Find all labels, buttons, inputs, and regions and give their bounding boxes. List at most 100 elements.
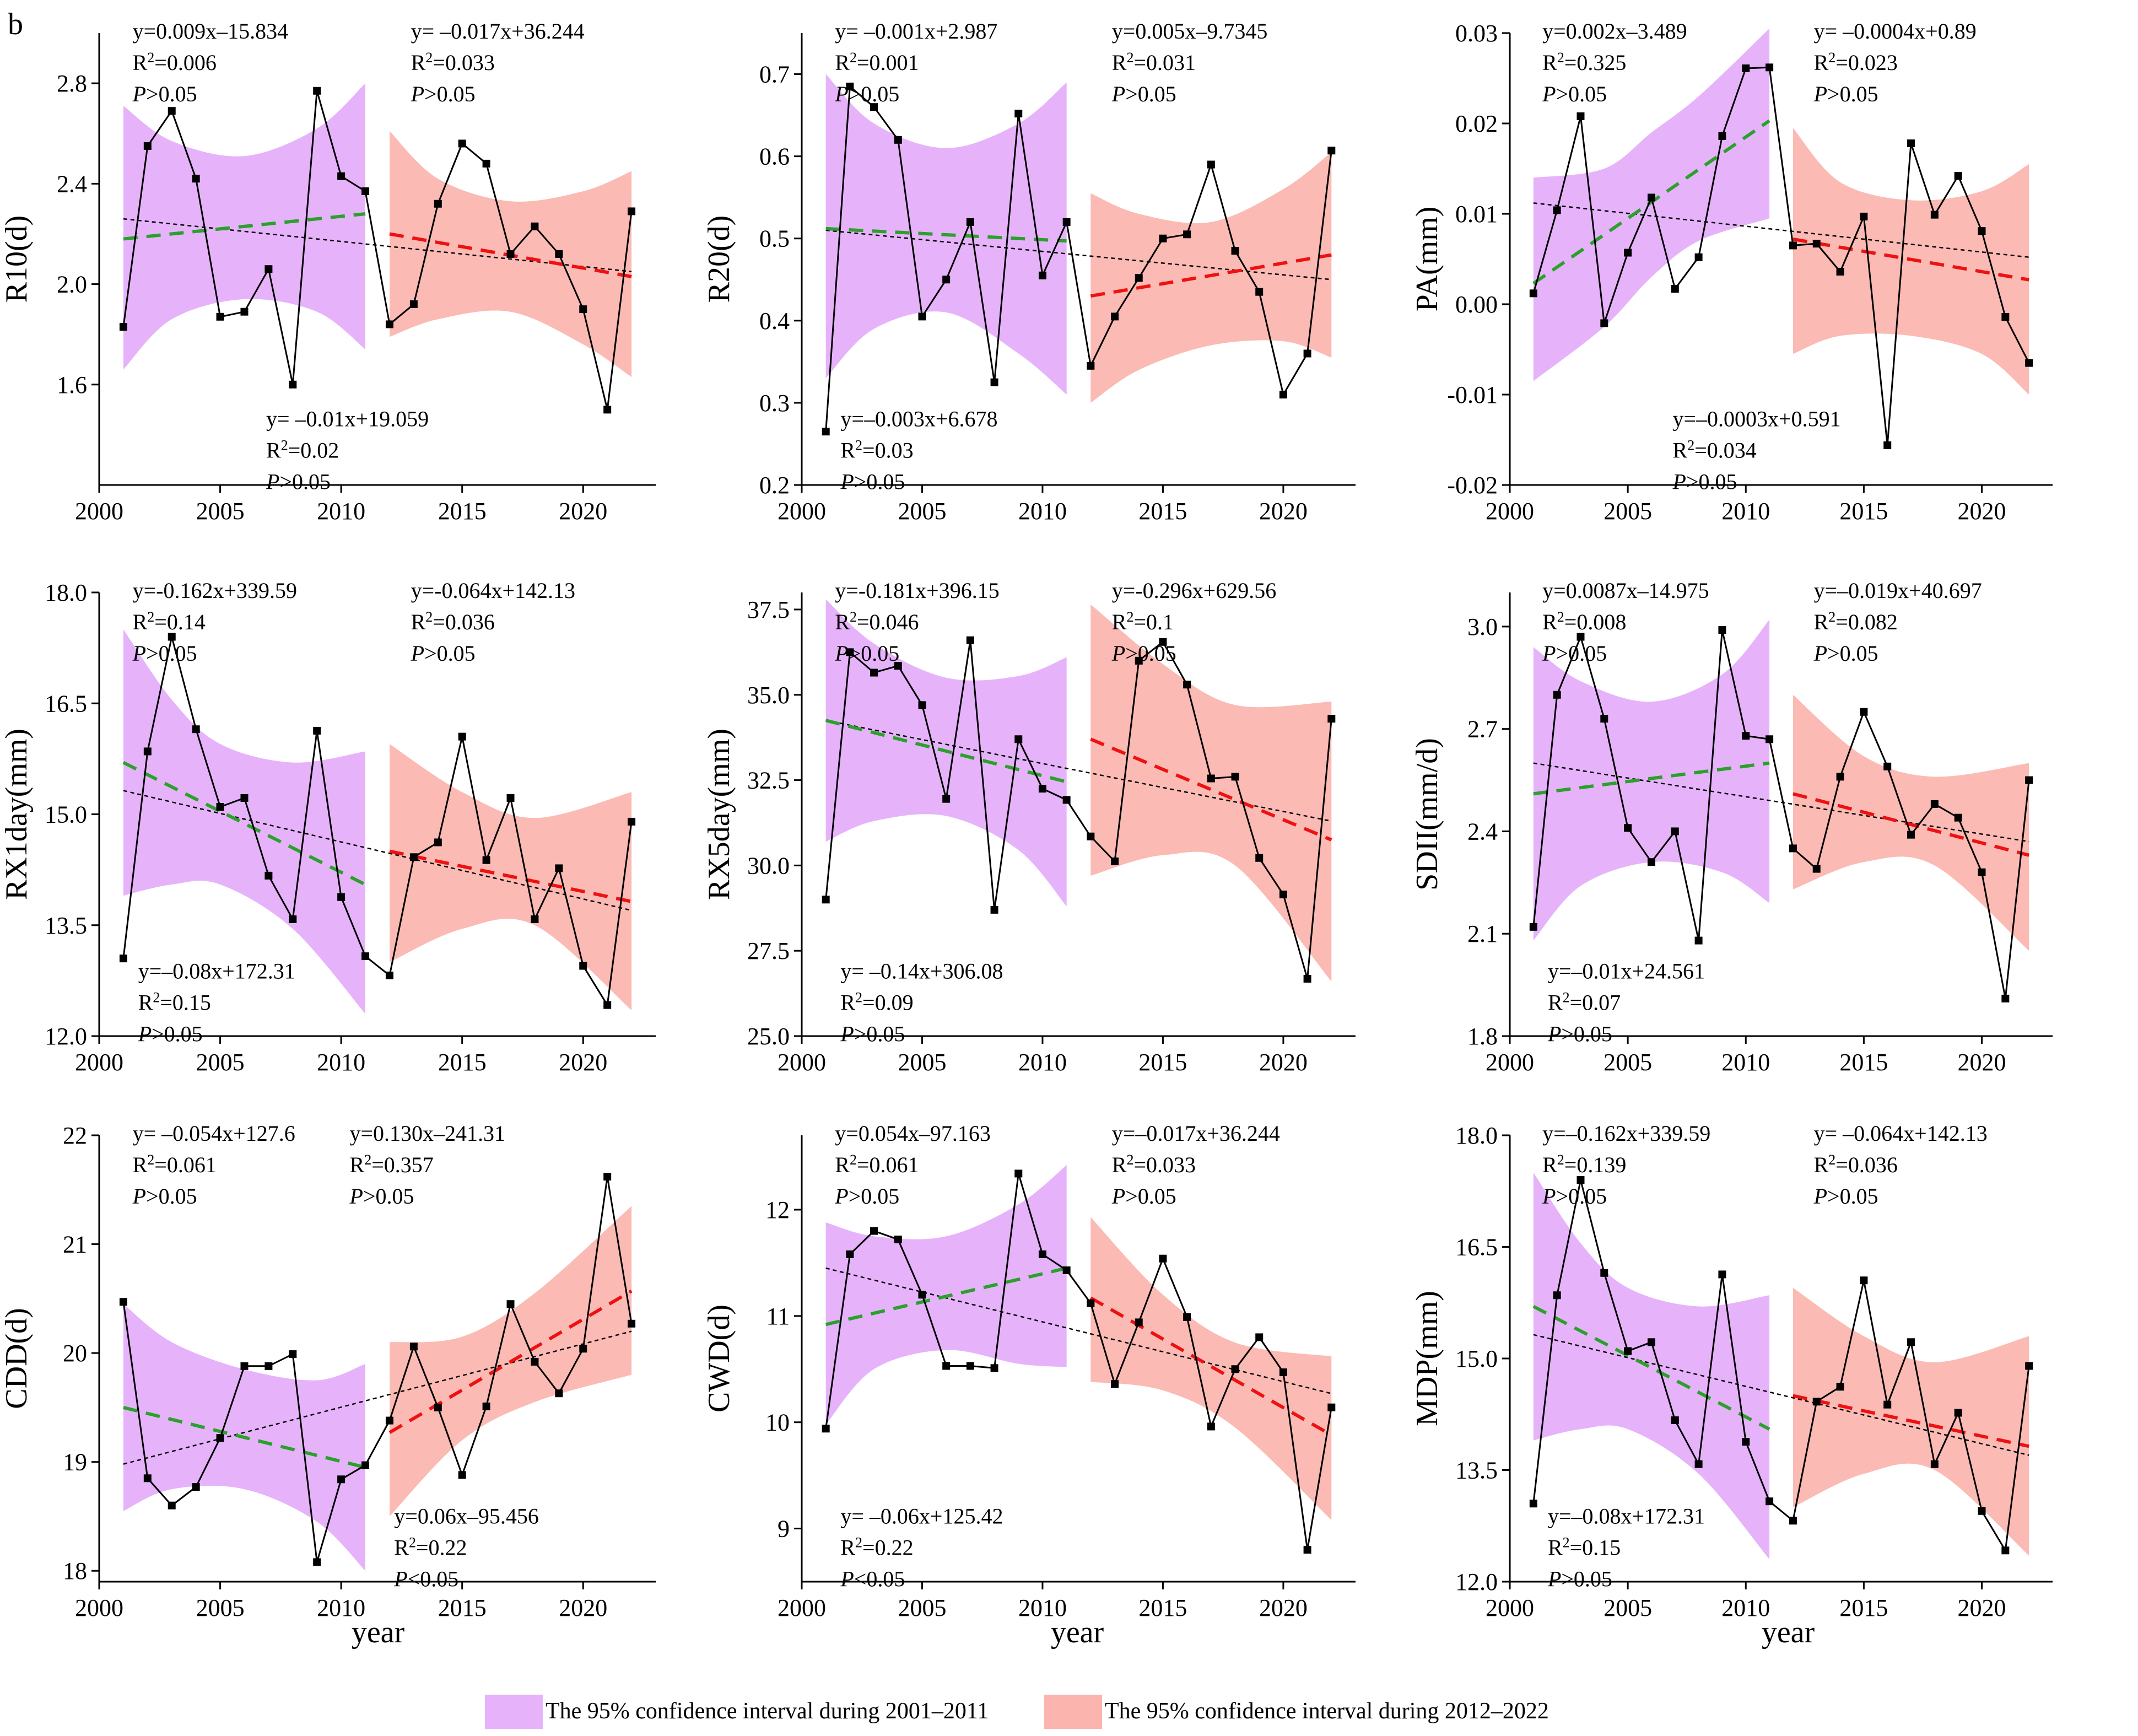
y-tick-label: 1.6 [57, 371, 87, 398]
regression-annotation: y= –0.054x+127.6 R2=0.061 P>0.05 [132, 1121, 295, 1209]
ci-band-2001-2011 [1533, 619, 1770, 941]
annotation-text: y=0.009x–15.834 [133, 19, 289, 44]
data-point [168, 1501, 176, 1509]
x-tick-label: 2020 [559, 1049, 607, 1076]
regression-annotation: y=-0.181x+396.15 R2=0.046 P>0.05 [834, 578, 999, 666]
data-point [434, 1403, 442, 1411]
data-point [1812, 1398, 1821, 1406]
x-tick-label: 2005 [898, 1049, 946, 1076]
y-tick-label: 0.4 [759, 308, 790, 335]
data-point [1671, 285, 1679, 293]
y-tick-label: 20 [63, 1340, 87, 1367]
data-point [1576, 1176, 1585, 1184]
data-point [1789, 844, 1797, 853]
data-point [1766, 735, 1774, 743]
regression-annotation: y=0.009x–15.834 R2=0.006 P>0.05 [132, 19, 289, 106]
annotation-text: y=–0.08x+172.31 [138, 958, 295, 983]
data-point [1836, 267, 1844, 276]
data-point [1978, 868, 1986, 876]
annotation-text: y= –0.064x+142.13 [1814, 1121, 1988, 1146]
data-point [1255, 1333, 1264, 1341]
annotation-text: P>0.05 [1813, 1184, 1878, 1209]
data-point [1062, 218, 1071, 226]
data-point [506, 794, 515, 802]
legend-swatch-late [1044, 1695, 1102, 1729]
data-point [1978, 227, 1986, 235]
x-tick-label: 2015 [438, 1049, 487, 1076]
y-axis-label: R10(d) [0, 215, 34, 303]
data-point [918, 1291, 926, 1299]
chart-panel-r20: 0.2 0.3 0.4 0.5 0.6 0.7 2000 2005 2010 2015 2020 R2… [702, 19, 1356, 525]
data-line [122, 1176, 633, 1562]
y-tick-label: 2.4 [1467, 818, 1498, 845]
annotation-text: P>0.05 [1813, 82, 1878, 106]
annotation-text: P>0.05 [834, 82, 899, 106]
data-point [966, 636, 974, 644]
annotation-text: P>0.05 [1547, 1567, 1612, 1592]
annotation-text: y=–0.01x+24.561 [1548, 958, 1705, 983]
ci-band-2001-2011 [123, 629, 365, 1014]
annotation-text: y= –0.14x+306.08 [840, 958, 1003, 983]
data-point [1014, 1169, 1023, 1178]
data-point [1062, 1266, 1071, 1274]
x-tick-label: 2020 [1958, 1049, 2006, 1076]
annotation-text: R2=0.036 [1814, 1152, 1898, 1178]
annotation-text: P>0.05 [132, 641, 197, 666]
regression-annotation: y=0.0087x–14.975 R2=0.008 P>0.05 [1542, 578, 1709, 666]
data-point [1907, 139, 1915, 148]
annotation-text: P>0.05 [1111, 82, 1176, 106]
data-point [337, 893, 345, 901]
data-point [168, 107, 176, 115]
regression-annotation: y=0.005x–9.7345 R2=0.031 P>0.05 [1111, 19, 1268, 106]
x-tick-label: 2000 [1486, 1594, 1534, 1621]
annotation-text: R2=0.15 [1548, 1534, 1621, 1560]
chart-panel-pa: -0.02 -0.01 0.00 0.01 0.02 0.03 2000 2005 2010 20… [1410, 19, 2053, 525]
regression-annotation: y= –0.001x+2.987 R2=0.001 P>0.05 [834, 19, 997, 106]
annotation-text: y= –0.017x+36.244 [411, 19, 585, 44]
data-point [1860, 212, 1868, 220]
x-tick-label: 2000 [778, 1594, 826, 1621]
x-tick-label: 2005 [898, 498, 946, 525]
x-tick-label: 2000 [75, 1049, 123, 1076]
regression-annotation: y=–0.003x+6.678 R2=0.03 P>0.05 [840, 406, 997, 494]
legend-label-late: The 95% confidence interval during 2012–… [1105, 1699, 1549, 1724]
annotation-text: P>0.05 [1542, 1184, 1607, 1209]
regression-annotation: y=0.06x–95.456 R2=0.22 P<0.05 [393, 1504, 539, 1592]
chart-panel-mdp: 12.0 13.5 15.0 16.5 18.0 2000 2005 2010 2015 2020… [1410, 1121, 2053, 1621]
data-point [361, 952, 370, 961]
data-point [1600, 1269, 1608, 1277]
y-tick-label: -0.01 [1447, 381, 1498, 408]
y-axis-label: SDII(mm/d) [1410, 738, 1444, 891]
data-point [1718, 132, 1726, 140]
legend: The 95% confidence interval during 2001–… [485, 1695, 1549, 1729]
annotation-text: P>0.05 [834, 641, 899, 666]
y-tick-label: 32.5 [747, 767, 790, 794]
annotation-text: R2=0.09 [840, 989, 913, 1015]
data-point [2025, 1362, 2033, 1370]
y-tick-label: 18.0 [1455, 1122, 1498, 1149]
data-point [264, 871, 273, 880]
y-tick-label: 2.7 [1467, 716, 1498, 743]
y-tick-label: 22 [63, 1122, 87, 1149]
data-point [942, 1362, 951, 1370]
data-point [458, 139, 466, 148]
x-tick-label: 2015 [1839, 1594, 1888, 1621]
legend-swatch-early [485, 1695, 543, 1729]
x-tick-label: 2005 [196, 1049, 245, 1076]
x-tick-label: 2010 [1721, 498, 1770, 525]
data-point [1231, 773, 1239, 781]
annotation-text: y=-0.162x+339.59 [133, 578, 297, 603]
data-point [458, 1471, 466, 1479]
annotation-text: y= –0.06x+125.42 [840, 1504, 1003, 1529]
y-tick-label: 16.5 [1455, 1234, 1498, 1261]
x-tick-label: 2005 [1604, 498, 1652, 525]
regression-annotation: y=–0.08x+172.31 R2=0.15 P>0.05 [1547, 1504, 1705, 1592]
data-point [1836, 773, 1844, 781]
y-axis-label: MDP(mm) [1410, 1291, 1444, 1426]
data-point [1207, 160, 1215, 169]
data-point [603, 1001, 612, 1009]
y-axis-label: CDD(d) [0, 1308, 34, 1409]
chart-panel-rx5day: 25.0 27.5 30.0 32.5 35.0 37.5 2000 2005 2010 2015… [702, 578, 1356, 1076]
data-point [1766, 63, 1774, 72]
trend-line-all [123, 1330, 632, 1465]
